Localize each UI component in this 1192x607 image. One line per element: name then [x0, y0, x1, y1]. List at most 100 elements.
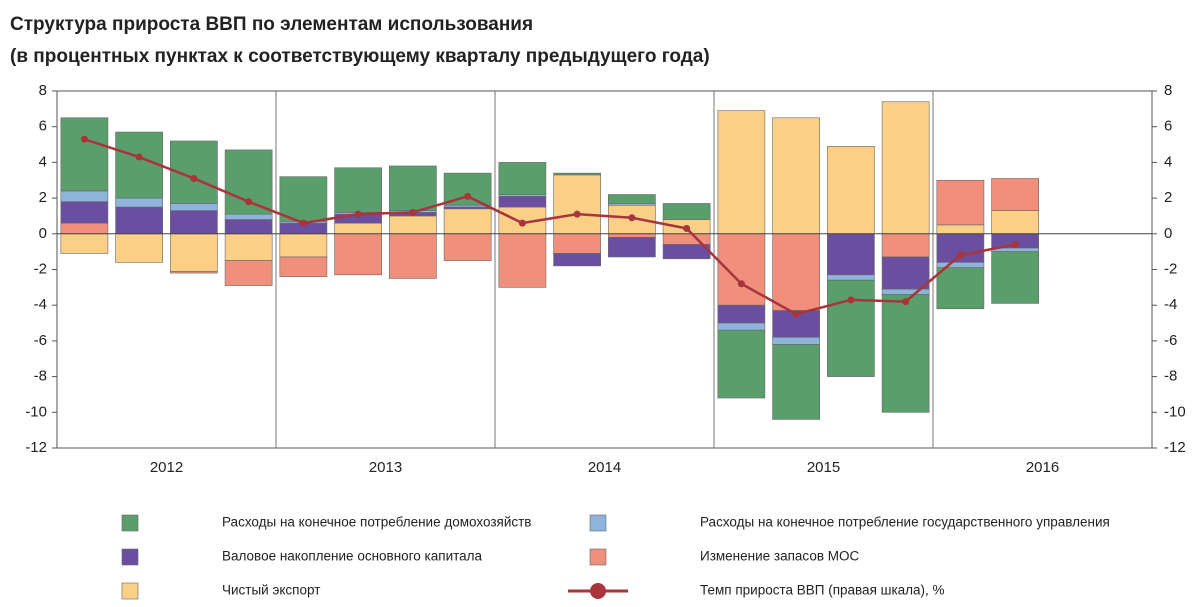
y-tick-label: -12 — [25, 439, 47, 456]
bar-segment — [827, 274, 875, 281]
bar-segment — [170, 233, 218, 272]
y2-tick-label: 6 — [1164, 118, 1172, 135]
bar-segment — [279, 176, 328, 222]
gdp-point — [245, 198, 253, 206]
bar-segment — [224, 213, 273, 220]
bar-segment — [608, 233, 656, 238]
plot-frame — [56, 90, 1153, 449]
y2-tick-label: -8 — [1164, 368, 1177, 385]
bar-segment — [60, 117, 109, 192]
y-tick-label: -6 — [34, 332, 47, 349]
bar-segment — [881, 101, 930, 235]
bar-segment — [443, 208, 492, 235]
legend-swatch — [121, 582, 139, 600]
y-tick-label: -10 — [25, 403, 47, 420]
chart-subtitle: (в процентных пунктах к соответствующему… — [10, 46, 710, 67]
bar-segment — [115, 197, 163, 208]
bar-segment — [170, 210, 218, 235]
y2-tick-label: -4 — [1164, 296, 1177, 313]
bar-segment — [115, 131, 163, 199]
bar-segment — [224, 260, 273, 286]
bar-segment — [991, 178, 1039, 211]
legend-swatch — [589, 514, 607, 532]
y2-tick-label: -12 — [1164, 439, 1186, 456]
bar-segment — [224, 233, 273, 261]
bar-segment — [881, 294, 930, 413]
bar-segment — [827, 233, 875, 276]
y-tick-label: -4 — [34, 296, 47, 313]
y-tick-label: -2 — [34, 260, 47, 277]
y2-tick-label: -6 — [1164, 332, 1177, 349]
y-tick-label: 8 — [39, 82, 47, 99]
bar-segment — [443, 233, 492, 261]
bar-segment — [881, 233, 930, 258]
x-label: 2013 — [369, 459, 402, 476]
x-label: 2015 — [807, 459, 840, 476]
bar-segment — [334, 222, 382, 235]
bar-segment — [772, 337, 820, 345]
legend-label: Чистый экспорт — [222, 583, 320, 598]
bar-segment — [717, 110, 766, 235]
gdp-point — [737, 280, 745, 288]
y-tick-label: -8 — [34, 368, 47, 385]
bar-segment — [498, 196, 547, 208]
bar-segment — [608, 194, 656, 204]
legend-label: Валовое накопление основного капитала — [222, 549, 483, 564]
bar-segment — [936, 224, 985, 235]
bar-segment — [662, 233, 711, 245]
y2-tick-label: 8 — [1164, 82, 1172, 99]
bar-segment — [279, 256, 328, 277]
gdp-point — [956, 251, 964, 259]
bar-segment — [717, 233, 766, 306]
legend-label: Расходы на конечное потребление государс… — [700, 515, 1110, 530]
bar-segment — [115, 233, 163, 263]
bar-segment — [334, 233, 382, 276]
gdp-point — [135, 153, 143, 161]
bar-segment — [717, 304, 766, 324]
bar-segment — [553, 233, 601, 254]
bar-segment — [170, 270, 218, 274]
bar-segment — [991, 251, 1039, 304]
chart-title: Структура прироста ВВП по элементам испо… — [10, 14, 533, 35]
legend-label: Изменение запасов МОС — [700, 549, 859, 564]
bar-segment — [553, 172, 601, 176]
bar-segment — [389, 215, 437, 235]
legend-swatch — [121, 514, 139, 532]
bar-segment — [608, 237, 656, 258]
gdp-point — [299, 219, 307, 227]
y2-tick-label: -10 — [1164, 403, 1186, 420]
bar-segment — [60, 222, 109, 235]
gdp-point — [518, 219, 526, 227]
y-tick-label: 0 — [39, 225, 47, 242]
y-tick-label: 2 — [39, 189, 47, 206]
y-tick-label: 4 — [39, 153, 47, 170]
bar-segment — [772, 233, 820, 311]
gdp-point — [792, 310, 800, 318]
bar-segment — [717, 329, 766, 399]
bar-segment — [936, 262, 985, 269]
legend-swatch — [589, 548, 607, 566]
y2-tick-label: 2 — [1164, 189, 1172, 206]
bar-segment — [772, 117, 820, 235]
gdp-point — [80, 135, 88, 143]
legend-dot — [590, 583, 606, 599]
gdp-point — [190, 174, 198, 182]
bar-segment — [60, 201, 109, 224]
bar-segment — [60, 233, 109, 254]
bar-segment — [881, 288, 930, 295]
gdp-point — [902, 298, 910, 306]
bar-segment — [553, 174, 601, 235]
y2-tick-label: -2 — [1164, 260, 1177, 277]
bar-segment — [389, 165, 437, 211]
bar-segment — [936, 179, 985, 226]
x-label: 2016 — [1026, 459, 1059, 476]
gdp-point — [464, 192, 472, 200]
x-label: 2012 — [150, 459, 183, 476]
gdp-point — [1011, 241, 1019, 249]
gdp-point — [354, 210, 362, 218]
gdp-point — [573, 210, 581, 218]
bar-segment — [772, 344, 820, 420]
legend-swatch — [121, 548, 139, 566]
legend-label: Расходы на конечное потребление домохозя… — [222, 515, 531, 530]
y-tick-label: 6 — [39, 118, 47, 135]
